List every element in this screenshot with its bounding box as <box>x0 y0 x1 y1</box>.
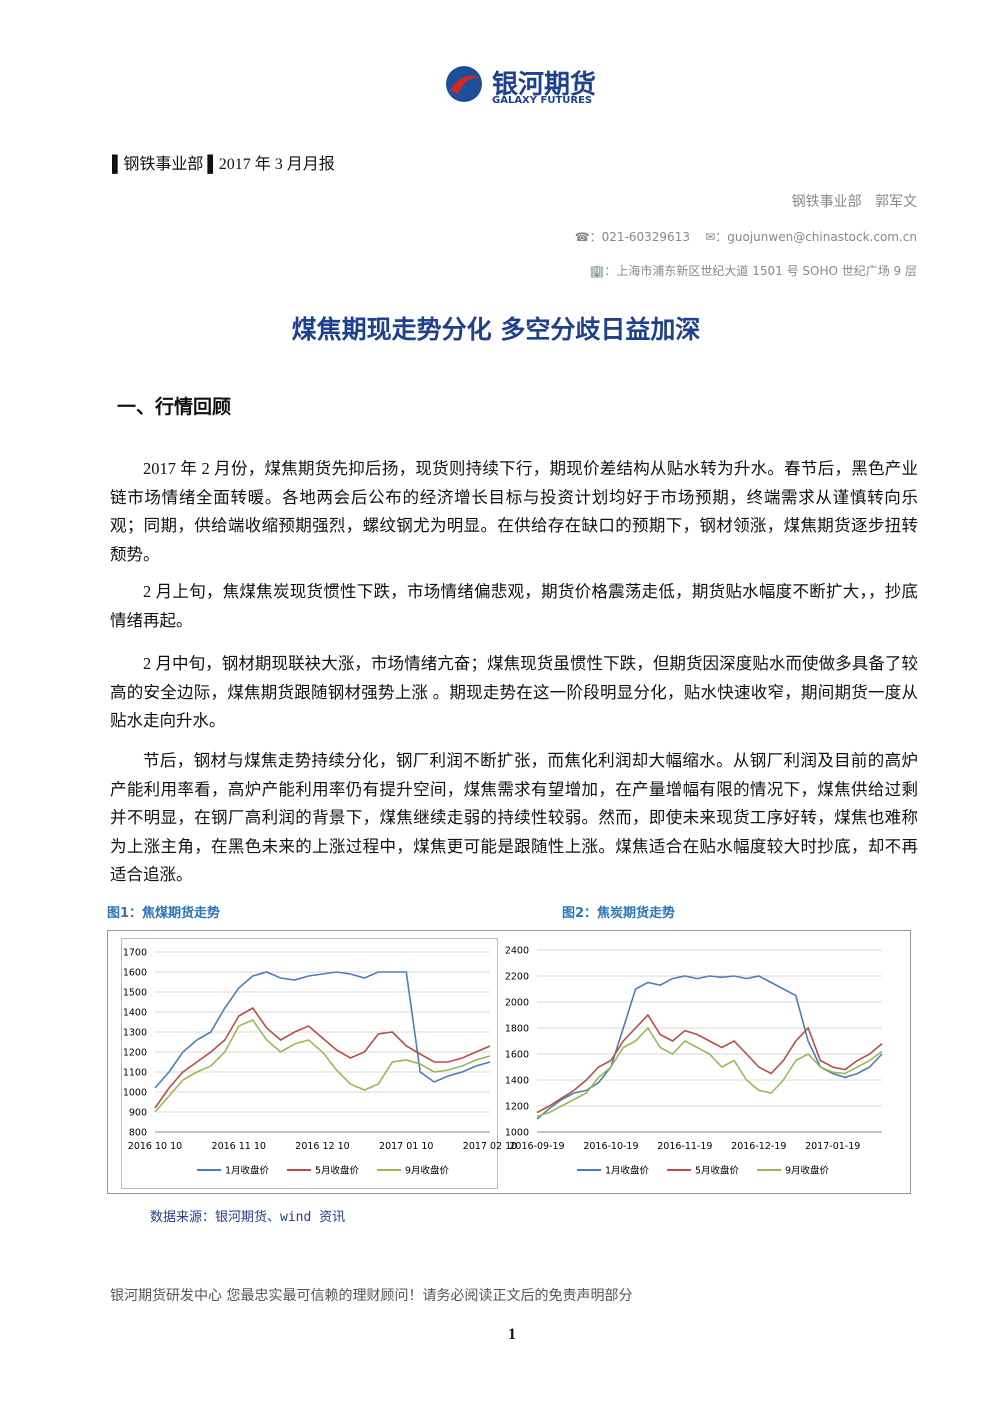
contact-line: ☎：021-60329613 ✉：guojunwen@chinastock.co… <box>574 230 917 244</box>
legend-label: 9月收盘价 <box>405 1165 450 1177</box>
address: 上海市浦东新区世纪大道 1501 号 SOHO 世纪广场 9 层 <box>616 264 917 278</box>
y-tick-label: 1100 <box>123 1068 147 1079</box>
section-heading: 一、行情回顾 <box>117 396 232 418</box>
page-number: 1 <box>508 1326 516 1343</box>
paragraph: 节后，钢材与煤焦走势持续分化，钢厂利润不断扩张，而焦化利润却大幅缩水。从钢厂利润… <box>110 751 918 884</box>
y-tick-label: 1200 <box>505 1102 529 1113</box>
series-line <box>154 1019 491 1113</box>
y-tick-label: 1400 <box>123 1008 147 1019</box>
y-tick-label: 1000 <box>505 1128 529 1139</box>
series-line <box>154 971 491 1089</box>
y-tick-label: 1400 <box>505 1076 529 1087</box>
y-tick-label: 1300 <box>123 1028 147 1039</box>
charts: 800 900 1000 1100 1200 1300 1400 1500 1600 1700 20… <box>107 930 911 1194</box>
author-department: 钢铁事业部 <box>791 194 862 210</box>
author-line: 钢铁事业部 郭军文 <box>792 191 917 211</box>
paragraph: 2 月中旬，钢材期现联袂大涨，市场情绪亢奋；煤焦现货虽惯性下跌，但期货因深度贴水… <box>110 654 918 730</box>
y-tick-label: 2000 <box>505 998 529 1009</box>
report-name: 2017 年 3 月月报 <box>218 156 335 173</box>
logo-icon <box>446 66 482 102</box>
y-tick-label: 800 <box>129 1128 147 1139</box>
figure-caption: 图1：焦煤期货走势 <box>107 906 221 921</box>
logo-cn: 银河期货 <box>492 70 597 100</box>
series-line <box>536 975 883 1120</box>
series-line <box>536 1013 883 1114</box>
email: guojunwen@chinastock.com.cn <box>727 230 917 244</box>
y-tick-label: 1600 <box>505 1050 529 1061</box>
y-tick-label: 1600 <box>123 968 147 979</box>
x-tick-label: 2017 01 10 <box>379 1141 433 1152</box>
x-tick-label: 2016-12-19 <box>731 1141 786 1152</box>
legend-label: 1月收盘价 <box>605 1165 650 1177</box>
y-tick-label: 1700 <box>123 948 147 959</box>
legend-label: 9月收盘价 <box>785 1165 830 1177</box>
legend-label: 1月收盘价 <box>225 1165 270 1177</box>
legend-label: 5月收盘价 <box>695 1165 740 1177</box>
x-tick-label: 2016-10-19 <box>583 1141 638 1152</box>
y-tick-label: 1200 <box>123 1048 147 1059</box>
phone: 021-60329613 <box>601 230 690 244</box>
department: 钢铁事业部 <box>123 156 204 173</box>
paragraph: 2 月上旬，焦煤焦炭现货惯性下跌，市场情绪偏悲观，期货价格震荡走低，期货贴水幅度… <box>110 582 918 630</box>
address-line: 🏢：上海市浦东新区世纪大道 1501 号 SOHO 世纪广场 9 层 <box>589 264 917 278</box>
y-tick-label: 2400 <box>505 946 529 957</box>
x-tick-label: 2017 02 10 <box>463 1141 517 1152</box>
y-tick-label: 900 <box>129 1108 147 1119</box>
x-tick-label: 2017-01-19 <box>805 1141 860 1152</box>
series-line <box>536 1026 883 1118</box>
doc-title: 煤焦期现走势分化 多空分歧日益加深 <box>291 315 701 344</box>
x-tick-label: 2016 11 10 <box>212 1141 266 1152</box>
x-tick-label: 2016 12 10 <box>295 1141 349 1152</box>
breadcrumb: ▌钢铁事业部 ▌2017 年 3 月月报 <box>112 156 335 173</box>
x-tick-label: 2016-09-19 <box>509 1141 564 1152</box>
series-line <box>154 1006 491 1109</box>
data-source: 数据来源：银河期货、wind 资讯 <box>150 1210 346 1225</box>
y-tick-label: 1000 <box>123 1088 147 1099</box>
paragraph: 2017 年 2 月份，煤焦期货先抑后扬，现货则持续下行，期现价差结构从贴水转为… <box>110 459 918 564</box>
y-tick-label: 2200 <box>505 972 529 983</box>
figure-caption: 图2：焦炭期货走势 <box>562 906 676 921</box>
x-tick-label: 2016-11-19 <box>657 1141 712 1152</box>
legend-label: 5月收盘价 <box>315 1165 360 1177</box>
footer: 银河期货研发中心 您最忠实最可信赖的理财顾问！请务必阅读正文后的免责声明部分 <box>110 1288 633 1304</box>
x-tick-label: 2016 10 10 <box>128 1141 182 1152</box>
y-tick-label: 1500 <box>123 988 147 999</box>
logo-en: GALAXY FUTURES <box>492 95 593 106</box>
y-tick-label: 1800 <box>505 1024 529 1035</box>
author-name: 郭军文 <box>875 194 917 210</box>
